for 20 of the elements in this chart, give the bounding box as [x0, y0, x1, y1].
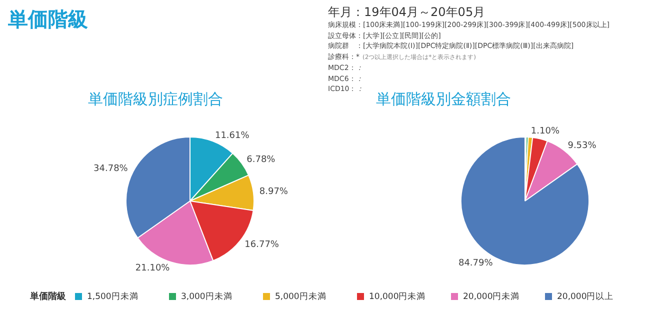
- data-label: 34.78%: [94, 164, 128, 174]
- data-label: 9.53%: [568, 140, 597, 151]
- legend-label: 20,000円以上: [557, 290, 614, 302]
- data-label: 1.10%: [530, 126, 560, 137]
- data-label: 16.77%: [244, 240, 280, 250]
- chart-title: 単価階級別症例割合: [88, 90, 223, 109]
- text: 単価階級: [8, 6, 88, 33]
- data-label: 11.61%: [214, 130, 250, 141]
- legend-label: 20,000円未満: [463, 290, 520, 302]
- legend-label: 5,000円未満: [275, 290, 326, 302]
- chart-title: 単価階級別金額割合: [376, 90, 511, 109]
- legend-label: 3,000円未満: [181, 290, 232, 302]
- data-label: 8.97%: [259, 187, 288, 198]
- data-label: 84.79%: [458, 258, 494, 269]
- data-label: 6.78%: [246, 155, 276, 166]
- legend-label: 10,000円未満: [369, 290, 426, 302]
- data-label: 21.10%: [135, 263, 170, 274]
- legend-label: 1,500円未満: [87, 290, 138, 302]
- legend-title: 単価階級: [30, 290, 67, 303]
- text: 年月：19年04月～20年05月: [328, 4, 486, 20]
